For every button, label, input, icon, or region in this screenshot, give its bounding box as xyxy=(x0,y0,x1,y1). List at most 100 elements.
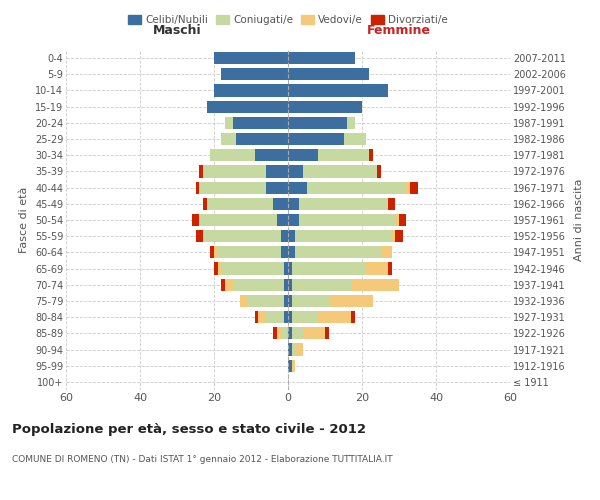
Bar xyxy=(203,230,281,242)
Bar xyxy=(392,230,395,242)
Bar xyxy=(299,198,388,210)
Bar xyxy=(292,344,295,355)
Bar xyxy=(236,133,288,145)
Bar xyxy=(395,230,403,242)
Bar xyxy=(240,295,247,307)
Bar xyxy=(288,149,317,162)
Bar xyxy=(225,278,233,291)
Bar xyxy=(366,262,388,274)
Bar xyxy=(288,278,292,291)
Bar xyxy=(199,214,277,226)
Bar xyxy=(284,311,288,323)
Bar xyxy=(277,328,281,340)
Bar xyxy=(284,278,288,291)
Bar xyxy=(221,133,236,145)
Bar xyxy=(288,100,362,112)
Bar xyxy=(214,246,218,258)
Bar xyxy=(303,166,377,177)
Bar xyxy=(292,295,329,307)
Bar xyxy=(281,230,288,242)
Text: Maschi: Maschi xyxy=(152,24,202,37)
Bar xyxy=(196,182,199,194)
Bar xyxy=(288,360,292,372)
Bar xyxy=(288,133,343,145)
Bar xyxy=(292,311,317,323)
Bar xyxy=(303,328,325,340)
Bar xyxy=(370,149,373,162)
Bar xyxy=(377,166,380,177)
Bar xyxy=(196,230,203,242)
Bar xyxy=(233,278,284,291)
Y-axis label: Fasce di età: Fasce di età xyxy=(19,187,29,253)
Bar xyxy=(388,262,392,274)
Bar xyxy=(288,311,292,323)
Bar xyxy=(214,84,288,96)
Bar xyxy=(266,166,288,177)
Bar xyxy=(343,133,366,145)
Bar xyxy=(295,246,380,258)
Bar xyxy=(288,198,299,210)
Bar xyxy=(254,311,259,323)
Bar xyxy=(221,278,225,291)
Bar xyxy=(221,68,288,80)
Bar xyxy=(288,182,307,194)
Text: COMUNE DI ROMENO (TN) - Dati ISTAT 1° gennaio 2012 - Elaborazione TUTTITALIA.IT: COMUNE DI ROMENO (TN) - Dati ISTAT 1° ge… xyxy=(12,455,392,464)
Bar xyxy=(206,100,288,112)
Bar xyxy=(380,246,392,258)
Bar xyxy=(410,182,418,194)
Bar xyxy=(288,295,292,307)
Bar xyxy=(288,344,292,355)
Bar xyxy=(199,166,203,177)
Bar xyxy=(395,214,399,226)
Y-axis label: Anni di nascita: Anni di nascita xyxy=(574,179,584,261)
Text: Femmine: Femmine xyxy=(367,24,431,37)
Bar xyxy=(221,262,284,274)
Bar xyxy=(288,166,303,177)
Bar xyxy=(317,311,351,323)
Bar xyxy=(288,117,347,129)
Bar xyxy=(218,246,281,258)
Bar xyxy=(203,198,206,210)
Bar xyxy=(299,214,395,226)
Bar xyxy=(266,182,288,194)
Bar xyxy=(292,278,351,291)
Bar xyxy=(288,262,292,274)
Bar xyxy=(307,182,406,194)
Bar xyxy=(233,117,288,129)
Text: Popolazione per età, sesso e stato civile - 2012: Popolazione per età, sesso e stato civil… xyxy=(12,422,366,436)
Bar xyxy=(347,117,355,129)
Bar xyxy=(247,295,284,307)
Bar xyxy=(254,149,288,162)
Bar xyxy=(214,52,288,64)
Bar xyxy=(292,360,295,372)
Bar xyxy=(288,84,388,96)
Bar xyxy=(292,328,303,340)
Bar xyxy=(295,344,303,355)
Legend: Celibi/Nubili, Coniugati/e, Vedovi/e, Divorziati/e: Celibi/Nubili, Coniugati/e, Vedovi/e, Di… xyxy=(124,11,452,30)
Bar xyxy=(284,262,288,274)
Bar xyxy=(399,214,406,226)
Bar xyxy=(214,262,218,274)
Bar xyxy=(288,246,295,258)
Bar xyxy=(199,182,266,194)
Bar xyxy=(225,117,233,129)
Bar xyxy=(210,149,254,162)
Bar xyxy=(281,246,288,258)
Bar xyxy=(288,52,355,64)
Bar xyxy=(273,328,277,340)
Bar xyxy=(288,68,370,80)
Bar xyxy=(203,166,266,177)
Bar xyxy=(292,262,366,274)
Bar xyxy=(288,328,292,340)
Bar xyxy=(351,278,399,291)
Bar xyxy=(284,295,288,307)
Bar xyxy=(325,328,329,340)
Bar xyxy=(218,262,221,274)
Bar xyxy=(281,328,288,340)
Bar xyxy=(211,246,214,258)
Bar xyxy=(329,295,373,307)
Bar xyxy=(273,198,288,210)
Bar xyxy=(388,198,395,210)
Bar xyxy=(266,311,284,323)
Bar xyxy=(406,182,410,194)
